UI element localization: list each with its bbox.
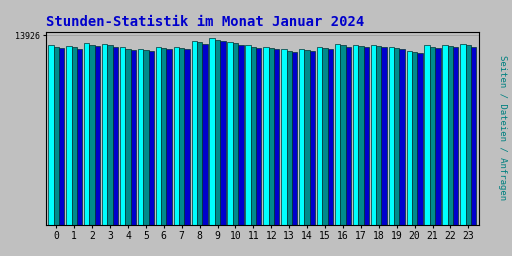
Bar	[389, 47, 394, 226]
Bar	[274, 49, 280, 226]
Bar	[305, 50, 310, 226]
Bar	[54, 47, 59, 226]
Bar	[310, 51, 315, 226]
Bar	[371, 45, 376, 226]
Bar	[394, 48, 399, 226]
Bar	[90, 45, 95, 226]
Bar	[424, 45, 430, 226]
Bar	[435, 48, 440, 226]
Bar	[287, 51, 292, 226]
Bar	[417, 54, 422, 226]
Bar	[292, 52, 297, 226]
Bar	[263, 47, 269, 226]
Bar	[84, 43, 90, 226]
Bar	[113, 47, 118, 226]
Bar	[407, 51, 412, 226]
Bar	[245, 45, 251, 226]
Bar	[328, 49, 333, 226]
Bar	[353, 45, 358, 226]
Bar	[364, 47, 369, 226]
Bar	[453, 47, 458, 226]
Text: Stunden-Statistik im Monat Januar 2024: Stunden-Statistik im Monat Januar 2024	[46, 15, 364, 29]
Bar	[148, 51, 154, 226]
Bar	[227, 42, 233, 226]
Bar	[179, 48, 184, 226]
Bar	[125, 49, 131, 226]
Bar	[251, 47, 256, 226]
Bar	[340, 45, 346, 226]
Bar	[184, 49, 190, 226]
Bar	[346, 47, 351, 226]
Bar	[381, 47, 387, 226]
Bar	[77, 49, 82, 226]
Bar	[143, 50, 148, 226]
Bar	[102, 44, 108, 226]
Bar	[299, 49, 305, 226]
Bar	[430, 47, 435, 226]
Bar	[138, 49, 143, 226]
Bar	[59, 48, 65, 226]
Bar	[66, 46, 72, 226]
Bar	[202, 44, 208, 226]
Bar	[166, 49, 172, 226]
Bar	[191, 41, 197, 226]
Text: Seiten / Dateien / Anfragen: Seiten / Dateien / Anfragen	[498, 56, 507, 200]
Bar	[399, 49, 404, 226]
Bar	[120, 47, 125, 226]
Bar	[238, 45, 244, 226]
Bar	[323, 48, 328, 226]
Bar	[256, 48, 262, 226]
Bar	[376, 46, 381, 226]
Bar	[269, 48, 274, 226]
Bar	[358, 46, 364, 226]
Bar	[281, 49, 287, 226]
Bar	[317, 47, 323, 226]
Bar	[108, 45, 113, 226]
Bar	[197, 42, 202, 226]
Bar	[233, 43, 238, 226]
Bar	[471, 47, 476, 226]
Bar	[220, 41, 226, 226]
Bar	[412, 52, 417, 226]
Bar	[465, 45, 471, 226]
Bar	[447, 46, 453, 226]
Bar	[72, 47, 77, 226]
Bar	[161, 48, 166, 226]
Bar	[174, 47, 179, 226]
Bar	[48, 45, 54, 226]
Bar	[215, 40, 220, 226]
Bar	[335, 44, 340, 226]
Bar	[209, 38, 215, 226]
Bar	[156, 47, 161, 226]
Bar	[95, 46, 100, 226]
Bar	[442, 45, 447, 226]
Bar	[460, 44, 465, 226]
Bar	[131, 50, 136, 226]
